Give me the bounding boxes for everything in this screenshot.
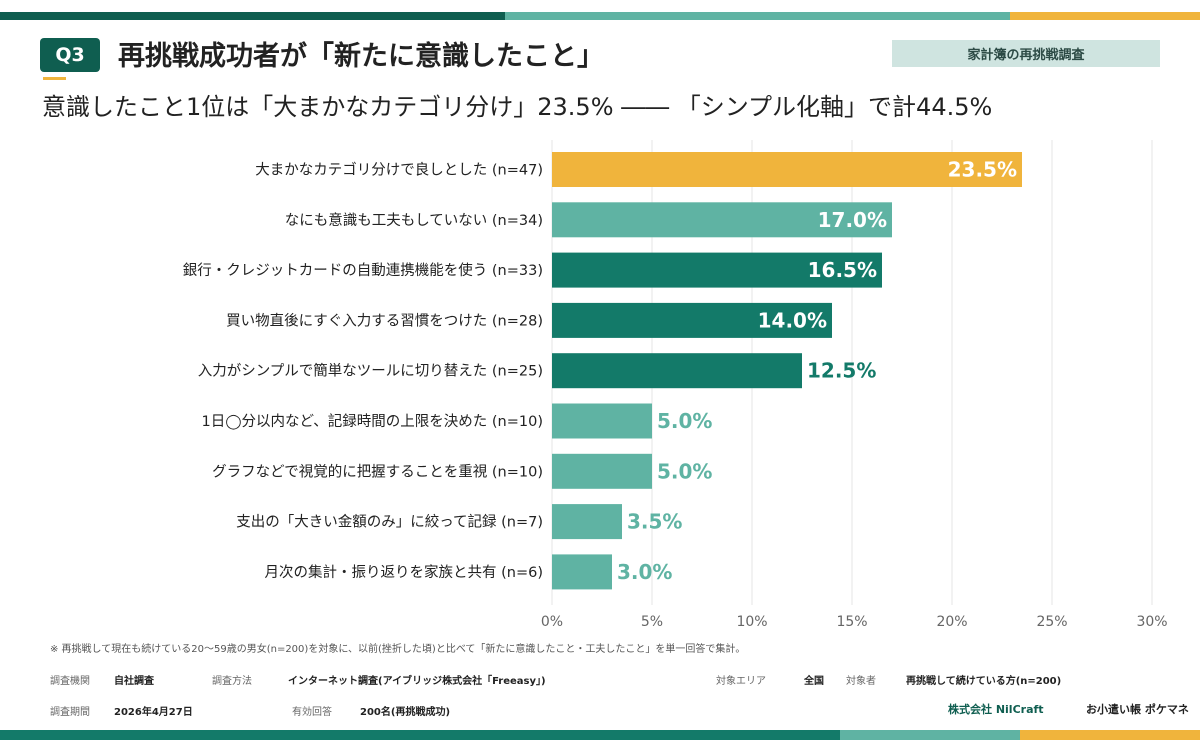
value-label: 12.5% — [807, 359, 876, 383]
top-color-stripe — [0, 12, 1200, 20]
meta-value-target: 再挑戦して続けている方(n=200) — [906, 676, 1062, 687]
meta-value-period: 2026年4月27日 — [114, 707, 193, 718]
meta-key-responses: 有効回答 — [292, 707, 332, 718]
value-label: 5.0% — [657, 459, 712, 483]
x-tick-label: 5% — [641, 614, 663, 630]
page-subtitle: 意識したこと1位は「大まかなカテゴリ分け」23.5% ―― 「シンプル化軸」で計… — [42, 93, 993, 121]
brand-company: 株式会社 NilCraft — [948, 703, 1044, 716]
meta-value-method: インターネット調査(アイブリッジ株式会社「Freeasy」) — [288, 676, 546, 687]
survey-tag: 家計簿の再挑戦調査 — [892, 40, 1160, 67]
x-tick-label: 20% — [936, 614, 967, 630]
x-tick-label: 25% — [1036, 614, 1067, 630]
category-label: なにも意識も工夫もしていない (n=34) — [285, 211, 543, 229]
meta-value-agency: 自社調査 — [114, 676, 154, 687]
value-label: 23.5% — [948, 158, 1017, 182]
footnote: ※ 再挑戦して現在も続けている20〜59歳の男女(n=200)を対象に、以前(挫… — [50, 644, 746, 655]
bar — [552, 302, 832, 338]
category-label: 1日◯分以内など、記録時間の上限を決めた (n=10) — [202, 413, 543, 430]
meta-key-period: 調査期間 — [50, 707, 90, 718]
x-tick-label: 30% — [1136, 614, 1167, 630]
value-label: 16.5% — [808, 258, 877, 282]
bar — [552, 252, 882, 288]
value-label: 14.0% — [758, 308, 827, 332]
value-label: 3.0% — [617, 560, 672, 584]
bar — [552, 353, 802, 389]
category-label: 月次の集計・振り返りを家族と共有 (n=6) — [265, 564, 544, 581]
bar — [552, 202, 892, 238]
meta-key-target: 対象者 — [846, 676, 876, 687]
bar — [552, 453, 652, 489]
x-tick-label: 10% — [736, 614, 767, 630]
meta-value-responses: 200名(再挑戦成功) — [360, 707, 451, 718]
bar — [552, 504, 622, 540]
meta-key-agency: 調査機関 — [50, 676, 90, 687]
category-label: 大まかなカテゴリ分けで良しとした (n=47) — [255, 161, 543, 179]
value-label: 3.5% — [627, 510, 682, 534]
bar — [552, 152, 1022, 187]
x-tick-label: 0% — [541, 614, 563, 630]
badge-underline — [43, 77, 66, 80]
category-label: 入力がシンプルで簡単なツールに切り替えた (n=25) — [198, 363, 543, 380]
meta-value-area: 全国 — [804, 676, 824, 687]
value-label: 17.0% — [818, 208, 887, 232]
x-tick-label: 15% — [836, 614, 867, 630]
brand-service: お小遣い帳 ポケマネ — [1086, 703, 1189, 716]
question-badge: Q3 — [40, 38, 100, 72]
bar — [552, 403, 652, 439]
meta-key-method: 調査方法 — [212, 676, 252, 687]
category-label: 支出の「大きい金額のみ」に絞って記録 (n=7) — [236, 513, 543, 531]
meta-key-area: 対象エリア — [716, 676, 766, 687]
value-label: 5.0% — [657, 409, 712, 433]
category-label: グラフなどで視覚的に把握することを重視 (n=10) — [212, 463, 543, 480]
category-label: 買い物直後にすぐ入力する習慣をつけた (n=28) — [226, 311, 543, 329]
bottom-color-stripe — [0, 730, 1200, 740]
category-label: 銀行・クレジットカードの自動連携機能を使う (n=33) — [183, 262, 543, 279]
bar — [552, 554, 612, 590]
page-title: 再挑戦成功者が「新たに意識したこと」 — [118, 41, 604, 72]
